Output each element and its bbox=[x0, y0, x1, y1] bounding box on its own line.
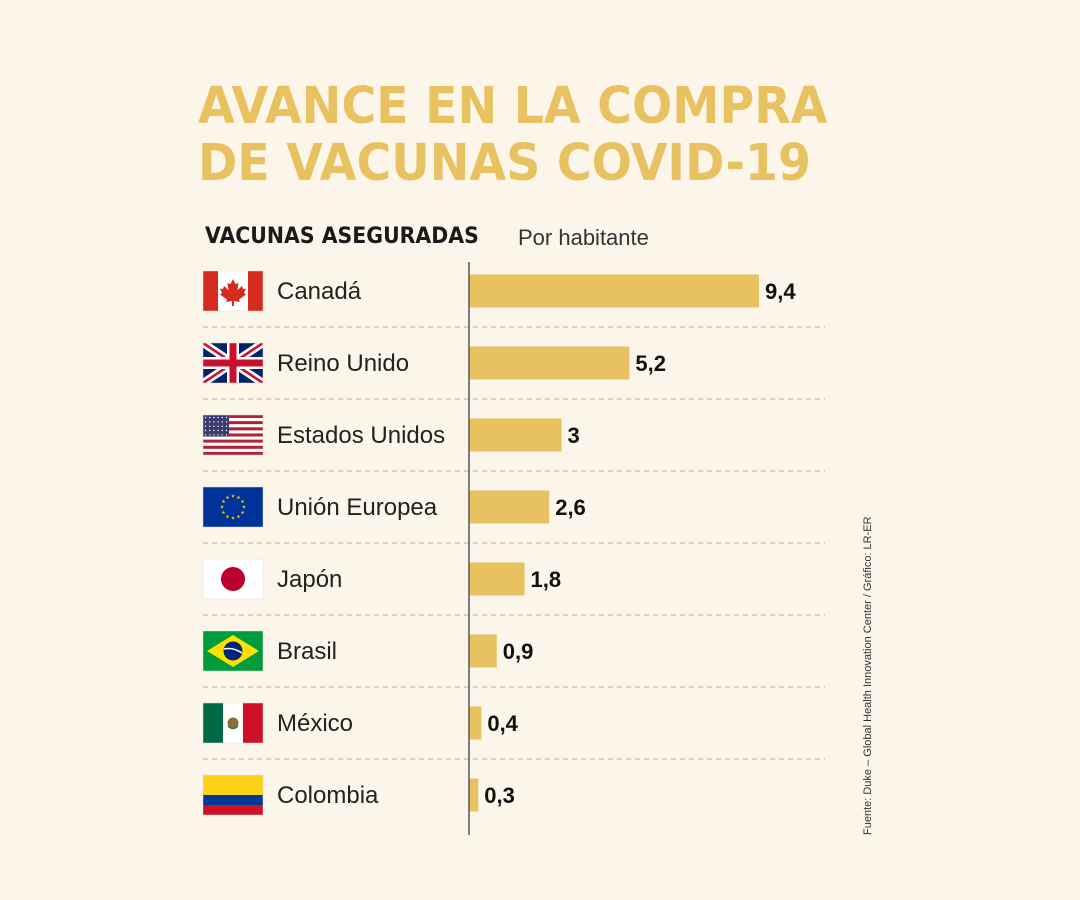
mexico-flag-icon bbox=[202, 702, 264, 744]
bar bbox=[469, 706, 482, 740]
chart-row: México 0,4 bbox=[202, 702, 825, 760]
bar bbox=[469, 274, 759, 308]
title-line-1: AVANCE EN LA COMPRA bbox=[198, 77, 828, 136]
usa-flag-icon bbox=[202, 414, 264, 456]
category-label: Japón bbox=[277, 566, 342, 593]
chart-row: Canadá 9,4 bbox=[202, 270, 825, 328]
chart-subtitle: VACUNAS ASEGURADAS bbox=[205, 224, 479, 249]
japan-flag-icon bbox=[202, 558, 264, 600]
bar bbox=[469, 490, 550, 524]
data-label: 0,3 bbox=[484, 783, 515, 808]
bar bbox=[469, 346, 630, 380]
canada-flag-icon bbox=[202, 270, 264, 312]
brazil-flag-icon bbox=[202, 630, 264, 672]
colombia-flag-icon bbox=[202, 774, 264, 816]
bar bbox=[469, 418, 562, 452]
bar bbox=[469, 778, 479, 812]
data-label: 3 bbox=[568, 423, 580, 448]
data-label: 0,9 bbox=[503, 639, 534, 664]
category-label: México bbox=[277, 710, 353, 737]
chart-row: Brasil 0,9 bbox=[202, 630, 825, 688]
chart-row: Japón 1,8 bbox=[202, 558, 825, 616]
data-label: 5,2 bbox=[635, 351, 666, 376]
unit-label: Por habitante bbox=[518, 225, 649, 250]
data-label: 2,6 bbox=[555, 495, 586, 520]
eu-flag-icon bbox=[202, 486, 264, 528]
chart-title: AVANCE EN LA COMPRA DE VACUNAS COVID-19 bbox=[198, 78, 827, 192]
category-label: Unión Europea bbox=[277, 494, 438, 521]
chart-row: Colombia 0,3 bbox=[202, 774, 515, 816]
chart-row: Estados Unidos 3 bbox=[202, 414, 825, 472]
category-label: Reino Unido bbox=[277, 350, 409, 377]
data-label: 0,4 bbox=[487, 711, 518, 736]
source-note: Fuente: Duke – Global Health Innovation … bbox=[862, 516, 874, 835]
chart-row: Unión Europea 2,6 bbox=[202, 486, 825, 544]
data-label: 9,4 bbox=[765, 279, 796, 304]
chart-row: Reino Unido 5,2 bbox=[202, 342, 825, 400]
title-line-2: DE VACUNAS COVID-19 bbox=[198, 134, 812, 193]
bar bbox=[469, 634, 497, 668]
category-label: Brasil bbox=[277, 638, 337, 665]
category-label: Canadá bbox=[277, 278, 362, 305]
data-label: 1,8 bbox=[531, 567, 562, 592]
category-label: Estados Unidos bbox=[277, 422, 445, 449]
uk-flag-icon bbox=[202, 342, 264, 384]
bar bbox=[469, 562, 525, 596]
category-label: Colombia bbox=[277, 782, 379, 809]
